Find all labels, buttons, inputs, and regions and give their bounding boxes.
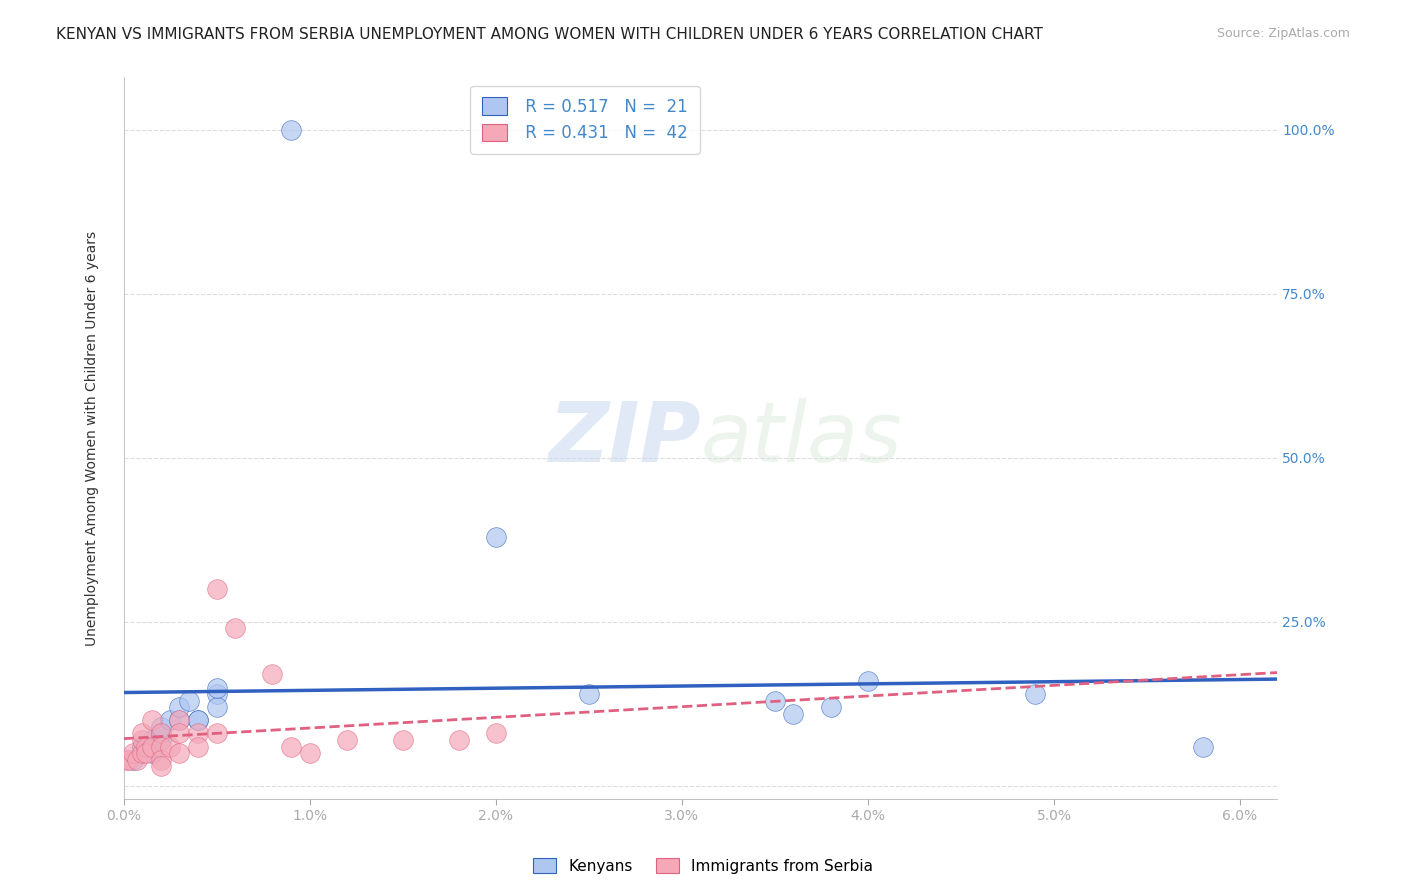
Point [298, 746, 321, 760]
Point [122, 746, 145, 760]
Legend: Kenyans, Immigrants from Serbia: Kenyans, Immigrants from Serbia [527, 852, 879, 880]
Point [782, 706, 804, 721]
Point [159, 714, 181, 728]
Point [122, 753, 145, 767]
Text: ZIP: ZIP [548, 398, 700, 479]
Point [187, 714, 209, 728]
Point [763, 693, 786, 707]
Point [1024, 687, 1046, 701]
Point [1192, 739, 1215, 754]
Point [856, 673, 879, 688]
Point [177, 693, 200, 707]
Point [131, 739, 153, 754]
Point [149, 720, 172, 734]
Point [391, 733, 413, 747]
Point [159, 739, 181, 754]
Point [135, 746, 157, 760]
Point [187, 714, 209, 728]
Point [224, 622, 246, 636]
Text: KENYAN VS IMMIGRANTS FROM SERBIA UNEMPLOYMENT AMONG WOMEN WITH CHILDREN UNDER 6 : KENYAN VS IMMIGRANTS FROM SERBIA UNEMPLO… [56, 27, 1043, 42]
Point [141, 714, 163, 728]
Point [205, 726, 228, 740]
Point [141, 739, 163, 754]
Point [149, 739, 172, 754]
Point [141, 746, 163, 760]
Point [149, 759, 172, 773]
Y-axis label: Unemployment Among Women with Children Under 6 years: Unemployment Among Women with Children U… [86, 231, 100, 646]
Legend:  R = 0.517   N =  21,  R = 0.431   N =  42: R = 0.517 N = 21, R = 0.431 N = 42 [471, 86, 700, 153]
Point [169, 714, 191, 728]
Point [131, 739, 153, 754]
Point [336, 733, 359, 747]
Point [280, 123, 302, 137]
Point [141, 733, 163, 747]
Point [205, 687, 228, 701]
Point [578, 687, 600, 701]
Point [820, 700, 842, 714]
Point [125, 753, 148, 767]
Point [169, 746, 191, 760]
Point [169, 726, 191, 740]
Point [262, 667, 284, 681]
Point [131, 726, 153, 740]
Point [117, 753, 139, 767]
Point [187, 739, 209, 754]
Point [205, 700, 228, 714]
Point [169, 700, 191, 714]
Point [169, 714, 191, 728]
Point [149, 753, 172, 767]
Point [131, 733, 153, 747]
Point [118, 753, 141, 767]
Point [447, 733, 470, 747]
Point [280, 739, 302, 754]
Point [135, 739, 157, 754]
Point [485, 726, 508, 740]
Point [149, 733, 172, 747]
Point [205, 681, 228, 695]
Point [149, 726, 172, 740]
Text: atlas: atlas [700, 398, 903, 479]
Point [205, 582, 228, 596]
Point [485, 530, 508, 544]
Point [187, 726, 209, 740]
Text: Source: ZipAtlas.com: Source: ZipAtlas.com [1216, 27, 1350, 40]
Point [149, 726, 172, 740]
Point [131, 746, 153, 760]
